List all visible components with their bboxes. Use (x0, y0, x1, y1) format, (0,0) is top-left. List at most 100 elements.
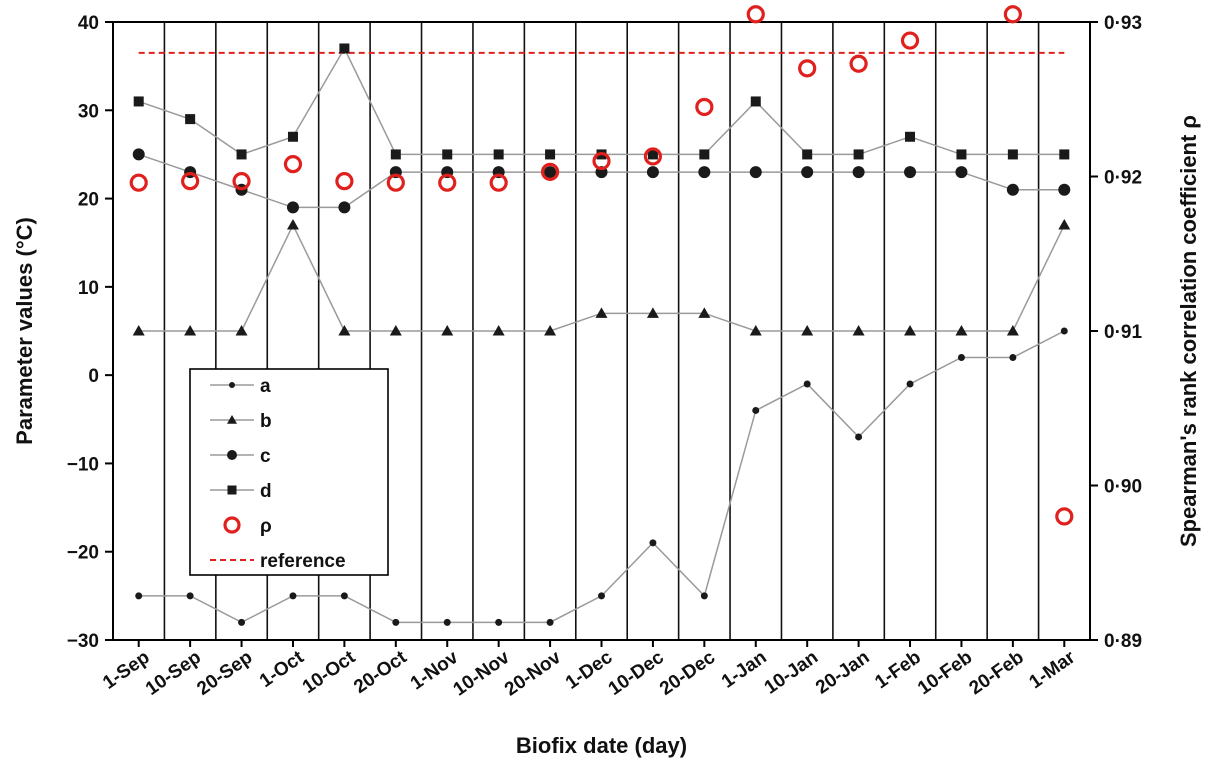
series-c-point (132, 148, 145, 161)
rho-point (592, 151, 611, 171)
x-tick-label: 20-Dec (656, 647, 719, 700)
series-d-point (1007, 149, 1018, 160)
legend-swatch-marker (227, 415, 237, 424)
series-b-point (389, 325, 402, 336)
series-c-point (801, 166, 814, 179)
series-d-point (236, 149, 247, 160)
rho-point (232, 172, 251, 191)
series-a-point (752, 406, 760, 414)
series-d (133, 43, 1070, 160)
y-tick-label: 30 (78, 101, 99, 122)
x-tick-label: 10-Feb (914, 647, 976, 699)
series-c-point (904, 166, 917, 179)
series-b (132, 219, 1071, 336)
series-d-point (1059, 149, 1070, 160)
legend-item: ρ (223, 516, 272, 537)
series-c-point (1058, 183, 1071, 196)
series-a-point (906, 380, 914, 388)
rho-point (695, 97, 714, 117)
legend-item: reference (210, 551, 346, 572)
legend-label: ρ (260, 516, 272, 537)
legend-label: c (260, 446, 271, 467)
series-b-point (698, 307, 711, 318)
series-a (135, 327, 1068, 626)
y2-tick-label: 0·92 (1104, 168, 1142, 189)
x-tick-label: 1-Oct (256, 647, 308, 692)
series-a-point (598, 592, 605, 600)
series-a-point (443, 618, 451, 626)
series-d-point (185, 114, 196, 125)
rho-point (129, 173, 148, 192)
y-tick-label: −30 (67, 631, 99, 652)
x-tick-label: 10-Sep (142, 647, 205, 700)
series-a-point (289, 592, 297, 600)
series-d-line (138, 46, 1065, 156)
series-a-point (238, 618, 246, 626)
legend-box (189, 368, 389, 576)
legend-label: a (260, 376, 271, 397)
y-tick-label: 10 (78, 278, 99, 299)
series-d-point (545, 149, 556, 160)
rho-point (386, 173, 405, 192)
series-c-point (749, 166, 762, 179)
legend-swatch-marker (227, 450, 237, 460)
legend-swatch-marker (227, 485, 237, 495)
x-tick-label: 10-Jan (761, 647, 822, 699)
series-c-point (646, 166, 659, 179)
series-b-point (801, 325, 814, 336)
series-d-point (287, 131, 298, 142)
series-a-point (392, 618, 400, 626)
y-axis-title: Parameter values (°C) (12, 217, 37, 445)
rho-point (1003, 5, 1022, 24)
series-d-point (699, 149, 710, 160)
series-d-point (750, 96, 761, 107)
series-b-point (492, 325, 505, 336)
y-tick-label: 20 (78, 190, 99, 211)
rho-point (643, 147, 663, 166)
legend-item: c (210, 446, 271, 467)
y-tick-label: −10 (67, 454, 99, 475)
series-c-point (698, 166, 711, 179)
series-a-point (855, 433, 863, 441)
series-c-point (852, 166, 865, 179)
series-c-point (286, 201, 299, 214)
legend-item: b (210, 411, 272, 432)
series-b-point (904, 325, 917, 336)
series-a-point (546, 618, 554, 626)
rho-point (181, 172, 200, 191)
series-a-point (1009, 353, 1017, 361)
series-d-point (905, 131, 916, 142)
legend-item: d (210, 481, 272, 502)
series-b-point (1006, 325, 1019, 336)
series-a-point (649, 539, 657, 547)
legend-item: a (210, 376, 271, 397)
rho-point (335, 172, 354, 191)
series-d-point (339, 43, 350, 54)
series-b-point (749, 325, 762, 336)
series-b-point (955, 325, 968, 336)
series-a-point (495, 618, 503, 626)
y2-tick-label: 0·91 (1104, 322, 1142, 343)
series-b-point (184, 325, 197, 336)
series-b-point (852, 325, 865, 336)
series-b-point (441, 325, 454, 336)
y2-tick-label: 0·89 (1104, 631, 1142, 652)
legend-label: reference (260, 551, 346, 572)
series-a-point (1060, 327, 1068, 335)
y2-tick-label: 0·93 (1104, 13, 1142, 34)
series-b-point (1058, 219, 1071, 230)
series-a-point (135, 592, 143, 600)
y-tick-label: 0 (88, 366, 99, 387)
rho-point (438, 173, 457, 192)
series-a-point (803, 380, 811, 388)
y2-tick-label: 0·90 (1104, 477, 1142, 498)
rho-point (900, 31, 920, 50)
legend-swatch-marker (229, 382, 235, 388)
series-b-point (235, 325, 248, 336)
series-b-point (132, 325, 145, 336)
x-axis-title: Biofix date (day) (516, 733, 687, 758)
rho-point (540, 162, 560, 181)
series-a-point (957, 353, 965, 361)
